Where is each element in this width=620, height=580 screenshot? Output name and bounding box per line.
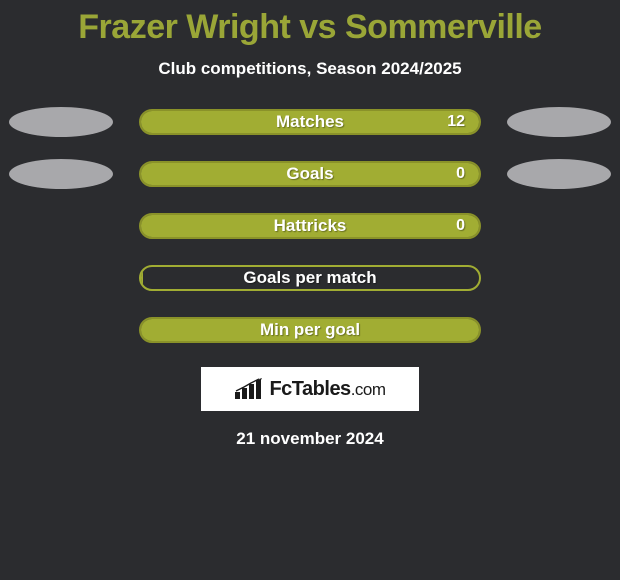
stat-label: Matches bbox=[276, 112, 344, 132]
stat-bar: Hattricks 0 bbox=[139, 213, 481, 239]
brand-text: FcTables.com bbox=[269, 378, 385, 401]
subtitle: Club competitions, Season 2024/2025 bbox=[0, 59, 620, 79]
chart-icon bbox=[234, 378, 264, 400]
stat-rows: Matches 12 Goals 0 Hattricks 0 Goals per match… bbox=[0, 107, 620, 345]
stat-bar: Matches 12 bbox=[139, 109, 481, 135]
stat-bar: Min per goal bbox=[139, 317, 481, 343]
stat-bar: Goals 0 bbox=[139, 161, 481, 187]
stat-value: 0 bbox=[456, 165, 465, 183]
stat-row: Hattricks 0 bbox=[0, 211, 620, 241]
right-placeholder bbox=[507, 211, 611, 241]
stat-row: Matches 12 bbox=[0, 107, 620, 137]
left-placeholder bbox=[9, 211, 113, 241]
stat-bar-fill bbox=[139, 265, 143, 291]
right-player-icon bbox=[507, 159, 611, 189]
stat-label: Min per goal bbox=[260, 320, 360, 340]
stat-label: Goals bbox=[286, 164, 333, 184]
comparison-card: Frazer Wright vs Sommerville Club compet… bbox=[0, 0, 620, 580]
right-placeholder bbox=[507, 263, 611, 293]
left-placeholder bbox=[9, 263, 113, 293]
brand-domain: .com bbox=[351, 380, 386, 399]
stat-row: Goals 0 bbox=[0, 159, 620, 189]
left-player-icon bbox=[9, 159, 113, 189]
stat-value: 0 bbox=[456, 217, 465, 235]
stat-label: Hattricks bbox=[274, 216, 347, 236]
stat-label: Goals per match bbox=[243, 268, 376, 288]
stat-bar: Goals per match bbox=[139, 265, 481, 291]
left-player-icon bbox=[9, 107, 113, 137]
right-player-icon bbox=[507, 107, 611, 137]
date-label: 21 november 2024 bbox=[0, 429, 620, 449]
stat-row: Min per goal bbox=[0, 315, 620, 345]
right-placeholder bbox=[507, 315, 611, 345]
brand-badge[interactable]: FcTables.com bbox=[201, 367, 419, 411]
stat-row: Goals per match bbox=[0, 263, 620, 293]
page-title: Frazer Wright vs Sommerville bbox=[0, 0, 620, 47]
brand-name: FcTables bbox=[269, 378, 350, 400]
stat-value: 12 bbox=[447, 113, 465, 131]
left-placeholder bbox=[9, 315, 113, 345]
